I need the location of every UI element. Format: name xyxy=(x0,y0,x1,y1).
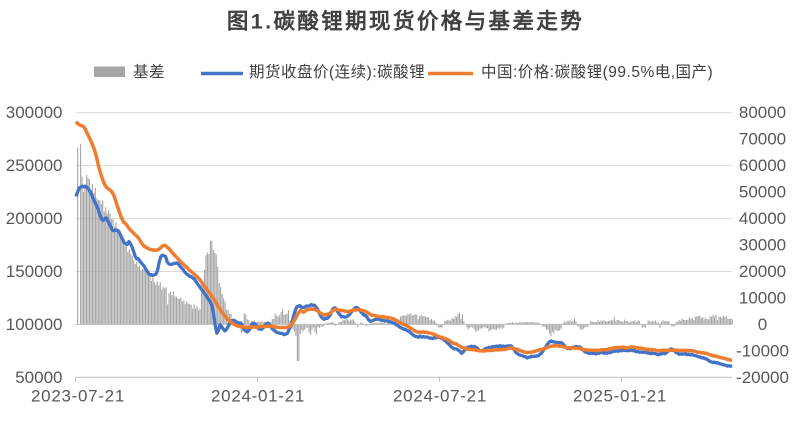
svg-text:基差: 基差 xyxy=(133,63,165,81)
svg-text:2025-01-21: 2025-01-21 xyxy=(573,387,667,406)
svg-text:40000: 40000 xyxy=(739,209,786,228)
svg-text:10000: 10000 xyxy=(739,289,786,308)
svg-text:250000: 250000 xyxy=(6,156,63,175)
svg-text:2023-07-21: 2023-07-21 xyxy=(31,387,125,406)
svg-text:70000: 70000 xyxy=(739,130,786,149)
svg-text:200000: 200000 xyxy=(6,209,63,228)
svg-text:150000: 150000 xyxy=(6,262,63,281)
svg-text:50000: 50000 xyxy=(739,183,786,202)
svg-text:50000: 50000 xyxy=(15,368,62,387)
svg-text:20000: 20000 xyxy=(739,262,786,281)
svg-text:30000: 30000 xyxy=(739,236,786,255)
svg-text:2024-01-21: 2024-01-21 xyxy=(211,387,305,406)
svg-text:期货收盘价(连续):碳酸锂: 期货收盘价(连续):碳酸锂 xyxy=(249,62,425,81)
svg-text:0: 0 xyxy=(758,315,767,334)
svg-text:中国:价格:碳酸锂(99.5%电,国产): 中国:价格:碳酸锂(99.5%电,国产) xyxy=(481,63,713,81)
svg-text:60000: 60000 xyxy=(739,156,786,175)
svg-text:300000: 300000 xyxy=(6,103,63,122)
svg-text:2024-07-21: 2024-07-21 xyxy=(393,387,487,406)
svg-text:-10000: -10000 xyxy=(736,341,789,360)
svg-text:80000: 80000 xyxy=(739,103,786,122)
svg-text:-20000: -20000 xyxy=(736,368,789,387)
svg-text:图1.碳酸锂期现货价格与基差走势: 图1.碳酸锂期现货价格与基差走势 xyxy=(227,9,584,34)
svg-text:100000: 100000 xyxy=(6,315,63,334)
